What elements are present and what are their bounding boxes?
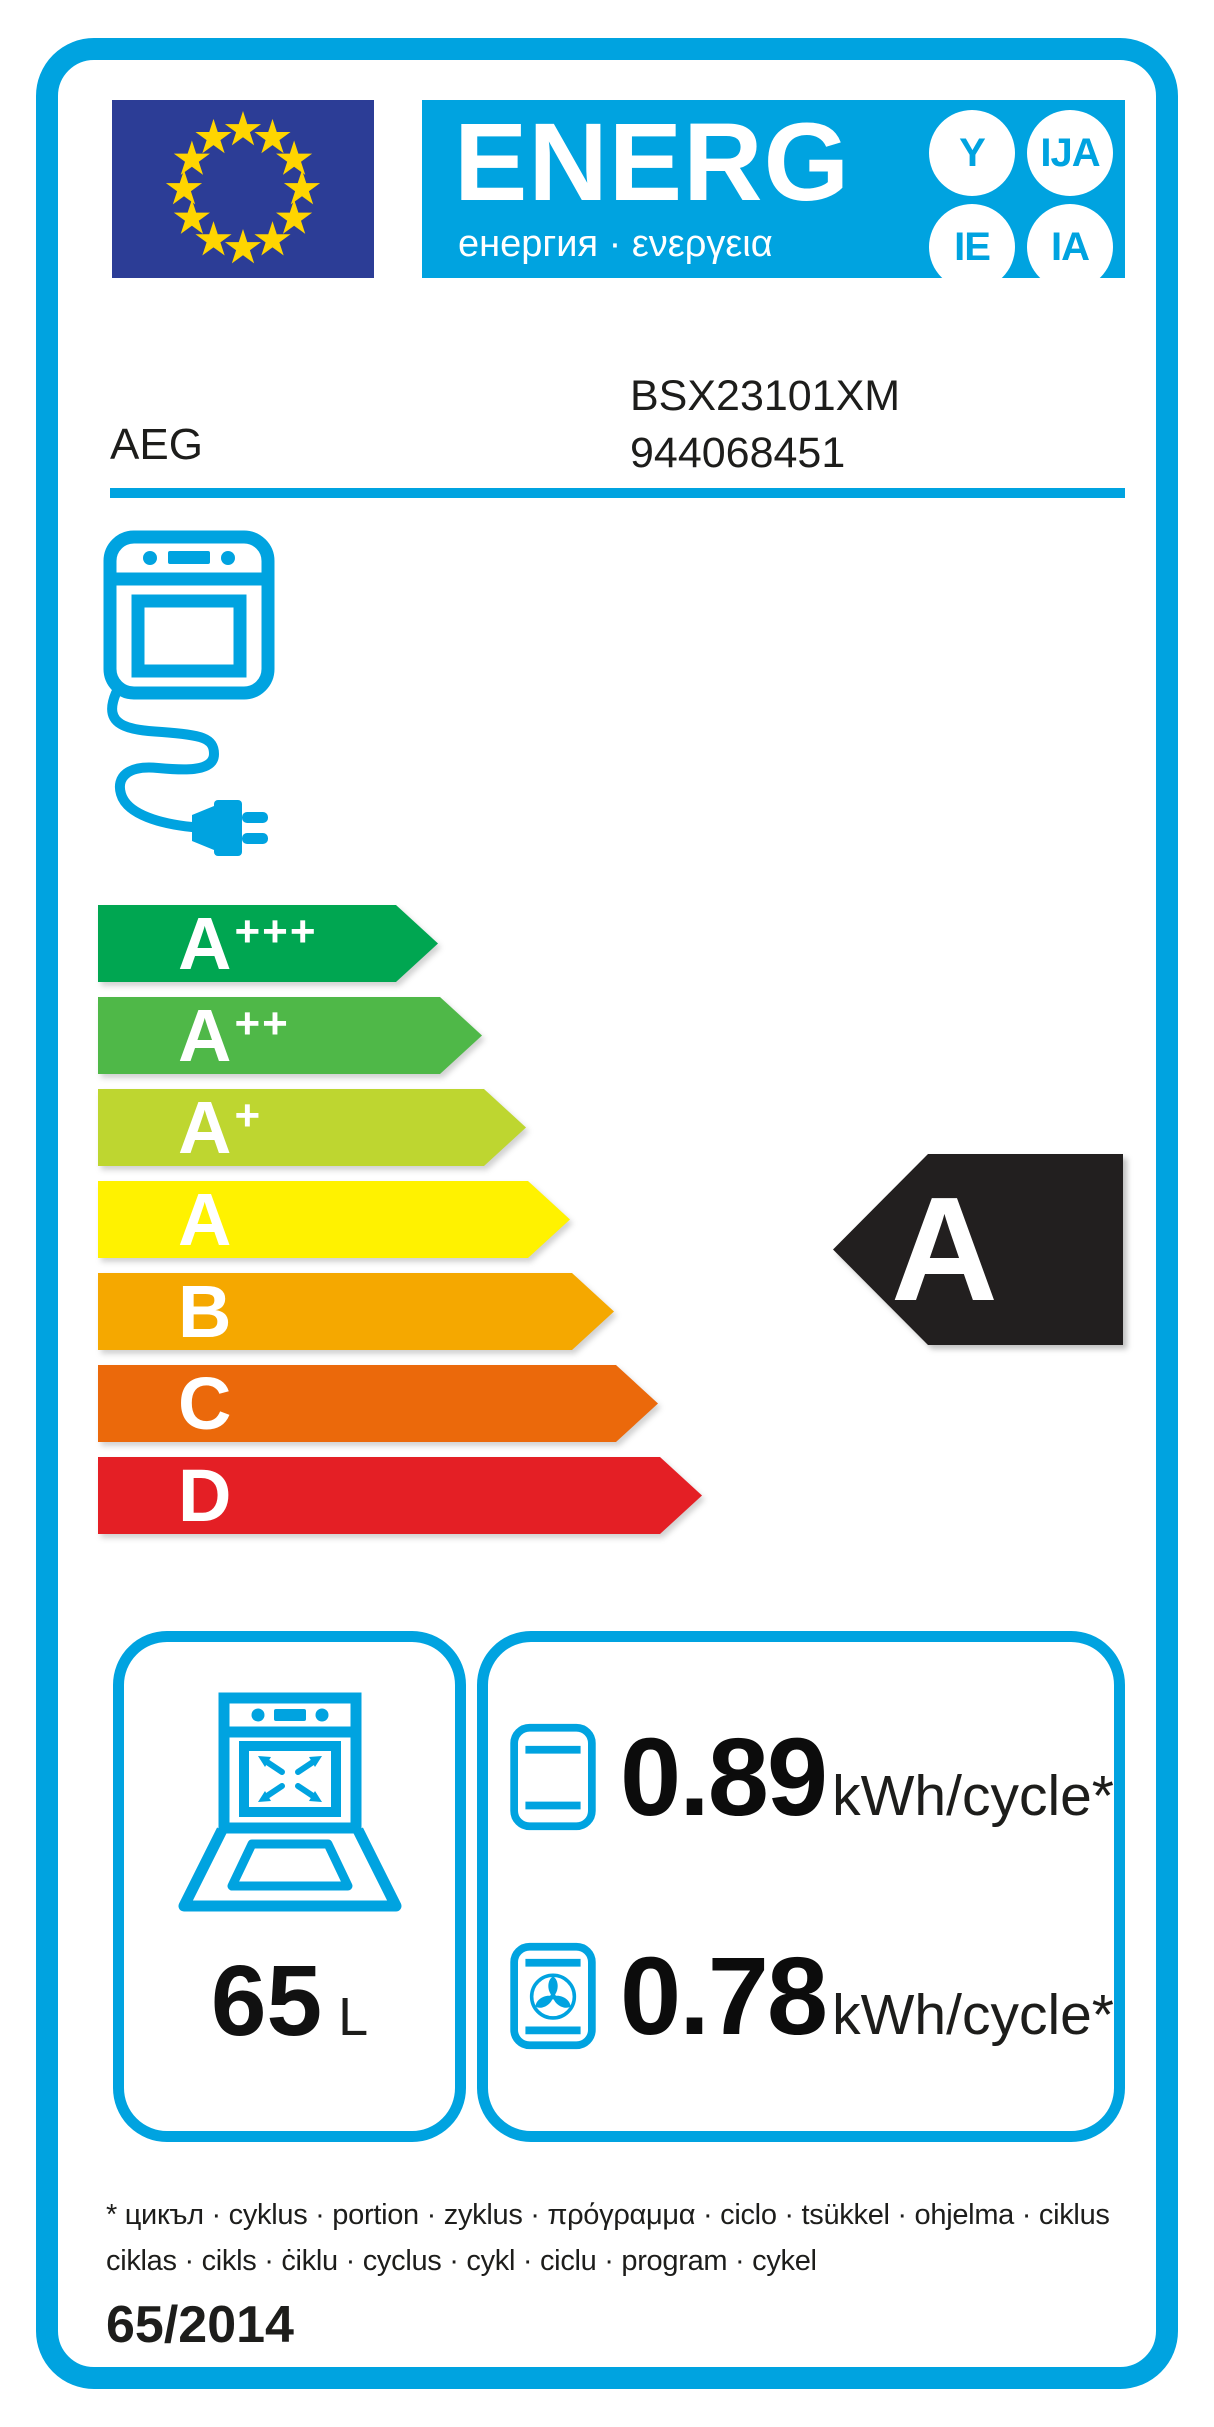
suffix-circle-y: Y — [929, 110, 1015, 196]
class-letter: A — [178, 1085, 232, 1169]
scale-arrow-a: A — [98, 1181, 570, 1258]
fan-consumption-row: 0.78 kWh/cycle* — [488, 1906, 1114, 2086]
class-letter: A — [178, 993, 232, 1077]
brand-name: AEG — [110, 420, 203, 469]
conventional-consumption-value: 0.89 — [620, 1715, 828, 1839]
capacity-value: 65 — [210, 1945, 323, 2057]
oven-plug-icon — [100, 530, 275, 870]
regulation-number: 65/2014 — [106, 2296, 294, 2354]
header-divider — [110, 488, 1125, 498]
eu-flag-stars — [165, 111, 321, 264]
rating-scale: A +++ A ++ A + A B C D — [98, 905, 798, 1549]
energ-banner: ENERG енергия · ενεργεια Y IJA IE IA — [422, 100, 1125, 290]
class-letter: D — [178, 1453, 232, 1537]
scale-arrow-a-plus: A + — [98, 1089, 526, 1166]
class-letter: A — [178, 1177, 232, 1261]
fan-oven-icon — [510, 1942, 596, 2050]
class-letter: A — [178, 901, 232, 985]
capacity-value-row: 65 L — [211, 1944, 368, 2059]
class-plus: + — [234, 1090, 263, 1140]
energ-title: ENERG — [454, 101, 851, 224]
scale-arrow-a-plus-plus-plus: A +++ — [98, 905, 438, 982]
rated-class-arrow: A — [833, 1154, 1123, 1345]
conventional-oven-icon — [510, 1723, 596, 1831]
class-plus: +++ — [234, 906, 318, 956]
class-plus: ++ — [234, 998, 290, 1048]
footnote-line-2: ciklas · cikls · ċiklu · cyclus · cykl ·… — [106, 2245, 817, 2277]
language-suffix-circles: Y IJA IE IA — [929, 110, 1113, 290]
footnote: * цикъл · cyklus · portion · zyklus · πρ… — [106, 2192, 1136, 2284]
class-letter: C — [178, 1361, 232, 1445]
label-frame — [36, 38, 1178, 2389]
scale-arrow-a-plus-plus: A ++ — [98, 997, 482, 1074]
model-identifier: BSX23101XM — [630, 372, 901, 420]
oven-open-icon — [178, 1692, 401, 1912]
suffix-circle-ie: IE — [929, 204, 1015, 290]
scale-arrow-c: C — [98, 1365, 658, 1442]
scale-arrow-b: B — [98, 1273, 614, 1350]
conventional-consumption-unit: kWh/cycle* — [832, 1763, 1114, 1828]
suffix-circle-ia: IA — [1027, 204, 1113, 290]
product-number: 944068451 — [630, 429, 846, 477]
suffix-circle-ija: IJA — [1027, 110, 1113, 196]
capacity-box: 65 L — [113, 1631, 466, 2142]
eu-flag — [112, 100, 374, 278]
consumption-box: 0.89 kWh/cycle* 0.78 kWh/cycle* — [477, 1631, 1125, 2142]
conventional-consumption-row: 0.89 kWh/cycle* — [488, 1687, 1114, 1867]
energ-subtitle: енергия · ενεργεια — [458, 223, 773, 265]
fan-consumption-value: 0.78 — [620, 1934, 828, 2058]
scale-arrow-d: D — [98, 1457, 702, 1534]
model-block: BSX23101XM 944068451 — [630, 368, 900, 482]
class-letter: B — [178, 1269, 232, 1353]
capacity-unit: L — [338, 1987, 369, 2047]
fan-consumption-unit: kWh/cycle* — [832, 1982, 1114, 2047]
footnote-line-1: * цикъл · cyklus · portion · zyklus · πρ… — [106, 2199, 1110, 2231]
rated-class-letter: A — [891, 1166, 998, 1332]
